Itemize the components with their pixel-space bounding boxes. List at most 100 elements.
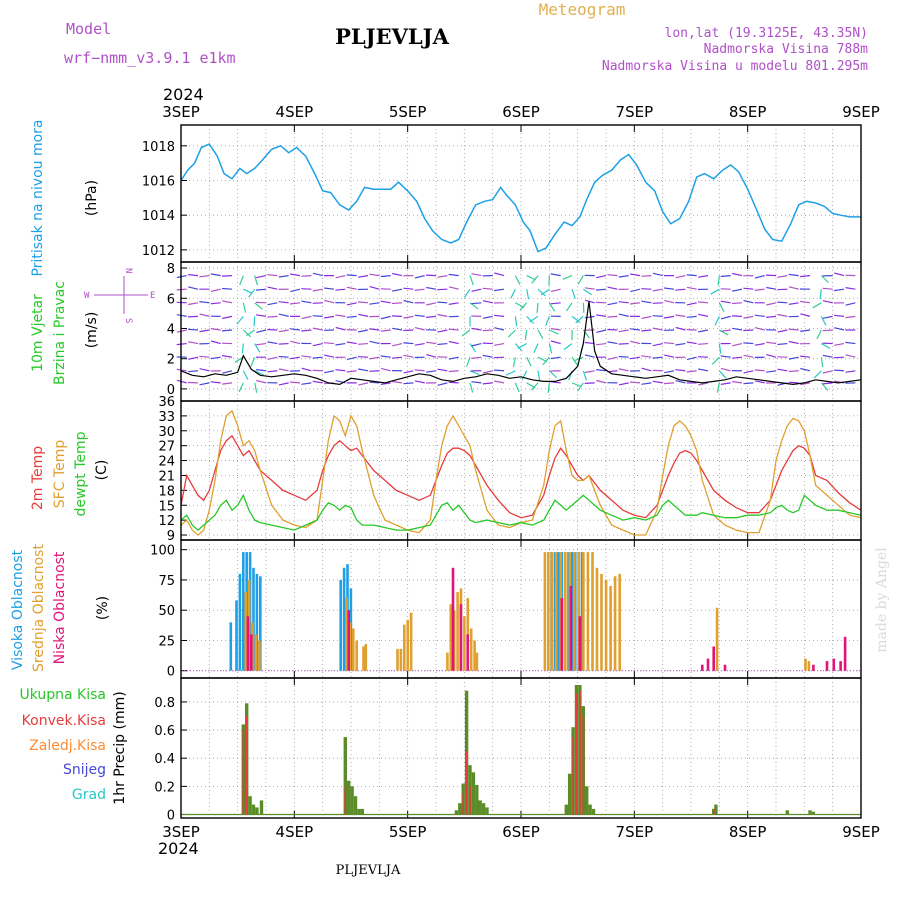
precip-conv-bar xyxy=(582,716,585,815)
wind-barb xyxy=(743,315,754,319)
wind-barb xyxy=(482,315,493,319)
wind-barb xyxy=(720,329,731,332)
wind-barb xyxy=(641,315,652,320)
wind-barb xyxy=(766,354,777,358)
wind-barb xyxy=(278,301,289,304)
wind-barb xyxy=(312,343,323,347)
wind-barb xyxy=(176,368,187,372)
wind-barb xyxy=(743,329,754,332)
clouds-panel: 0 25 50 75 100 xyxy=(150,539,862,680)
precip-total-bar xyxy=(785,810,789,815)
wind-barb xyxy=(732,343,743,347)
wind-barb xyxy=(732,356,743,359)
bottom-day-label: 9SEP xyxy=(842,823,880,841)
cloud-low-bar xyxy=(843,636,847,671)
wind-barb xyxy=(596,329,607,333)
wind-barb xyxy=(236,316,244,325)
precip-total-bar xyxy=(591,808,596,815)
wind-barb xyxy=(686,302,697,306)
wind-barb xyxy=(222,315,233,320)
cloud-mid-bar xyxy=(456,592,459,671)
wind-barb xyxy=(596,275,607,279)
wind-barb xyxy=(324,354,335,358)
panels: 1012101410161018024689121518212427303336… xyxy=(142,124,862,823)
wind-barb xyxy=(176,329,187,333)
compass-e-label: E xyxy=(150,291,155,301)
clouds-ytick-label: 75 xyxy=(158,574,175,589)
wind-barb xyxy=(834,314,845,317)
compass-s-label: S xyxy=(123,318,133,323)
precip-total-bar xyxy=(808,810,812,815)
wind-barb xyxy=(675,288,686,291)
wind-barb xyxy=(577,382,584,392)
wind-barb xyxy=(754,275,765,279)
bottom-day-label: 3SEP xyxy=(162,823,200,841)
wind-barb xyxy=(833,356,845,359)
wind-barb xyxy=(243,288,253,294)
lonlat-label: lon,lat (19.3125E, 43.35N) xyxy=(665,26,869,41)
cloud-low-bar xyxy=(347,610,350,671)
wind-barb xyxy=(720,300,731,304)
bottom-day-label: 5SEP xyxy=(389,823,427,841)
wind-barb xyxy=(312,327,323,331)
wind-barb xyxy=(618,329,629,333)
wind-barb xyxy=(380,315,391,320)
precip-total-bar xyxy=(471,772,476,815)
wind-barb xyxy=(324,299,335,304)
precip-conv-bar xyxy=(245,716,248,815)
wind-barb xyxy=(507,329,516,338)
wind-barb xyxy=(358,382,369,386)
cloud-low-bar xyxy=(246,616,250,671)
wind-barb xyxy=(380,355,391,358)
cloud-mid-bar xyxy=(258,640,261,671)
wind-barb xyxy=(641,355,652,358)
wind-barb xyxy=(822,315,833,319)
wind-barb xyxy=(777,342,788,346)
wind-barb xyxy=(357,342,369,345)
wind-barb xyxy=(414,342,425,346)
wind-barb xyxy=(584,341,595,345)
wind-barb xyxy=(255,288,267,291)
cloud-high-bar xyxy=(235,600,238,671)
wind-barb xyxy=(800,300,811,304)
wind-ytick-label: 0 xyxy=(167,383,175,398)
wind-barb xyxy=(369,302,380,305)
pressure-ytick-label: 1018 xyxy=(142,140,175,155)
cloud-mid-bar xyxy=(804,658,807,671)
wind-barb xyxy=(256,342,267,346)
year-label-top: 2024 xyxy=(163,85,204,104)
cloud-mid-bar xyxy=(554,552,558,671)
wind-barb xyxy=(222,382,233,385)
precip-total-bar xyxy=(350,786,354,815)
wind-barb xyxy=(720,355,731,358)
wind-barb xyxy=(548,302,556,312)
wind-barb xyxy=(426,286,437,290)
temp2m-line xyxy=(180,434,862,519)
cloud-low-bar xyxy=(569,586,573,671)
wind-barb xyxy=(788,370,799,373)
wind-barb xyxy=(731,302,743,305)
wind-barb xyxy=(380,300,391,304)
wind-barb xyxy=(524,329,528,340)
wind-barb xyxy=(469,302,479,310)
wind-barb xyxy=(766,370,777,373)
wind-barb xyxy=(595,288,607,291)
wind-barb xyxy=(641,382,652,385)
wind-barb xyxy=(199,368,210,372)
cloud-mid-ylabel: Srednja Oblacnost xyxy=(31,544,47,672)
wind-barb xyxy=(732,327,743,331)
wind-barb xyxy=(448,302,459,305)
legend-konvek-kisa: Konvek.Kisa xyxy=(22,713,106,729)
wind-barb xyxy=(346,356,357,361)
wind-barb xyxy=(675,342,686,346)
compass-n-label: N xyxy=(123,268,133,273)
wind-barb xyxy=(358,368,369,372)
wind-barb xyxy=(510,288,516,299)
wind-barb xyxy=(571,315,581,323)
legend-grad: Grad xyxy=(72,787,106,803)
wind-barb xyxy=(290,302,301,305)
wind-barb xyxy=(494,314,505,317)
precip-total-bar xyxy=(568,773,572,815)
wind-barb xyxy=(346,302,357,306)
wind-barb xyxy=(571,382,582,388)
